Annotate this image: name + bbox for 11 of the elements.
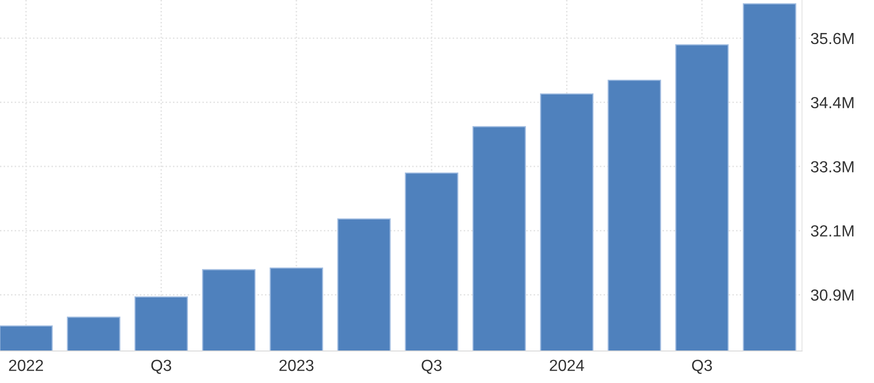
x-tick-label: 2022 xyxy=(9,360,43,372)
x-tick-label: 2024 xyxy=(550,360,584,372)
y-tick-label: 34.4M xyxy=(810,96,854,108)
y-tick-label: 32.1M xyxy=(810,225,854,237)
x-tick-label: Q3 xyxy=(692,360,712,374)
x-tick-label: Q3 xyxy=(151,360,172,374)
x-tick-label: Q3 xyxy=(422,360,442,374)
x-tick-label: 2023 xyxy=(279,360,314,372)
y-tick-label: 33.3M xyxy=(810,161,854,172)
y-tick-label: 35.6M xyxy=(810,32,854,44)
y-tick-label: 30.9M xyxy=(810,289,854,301)
